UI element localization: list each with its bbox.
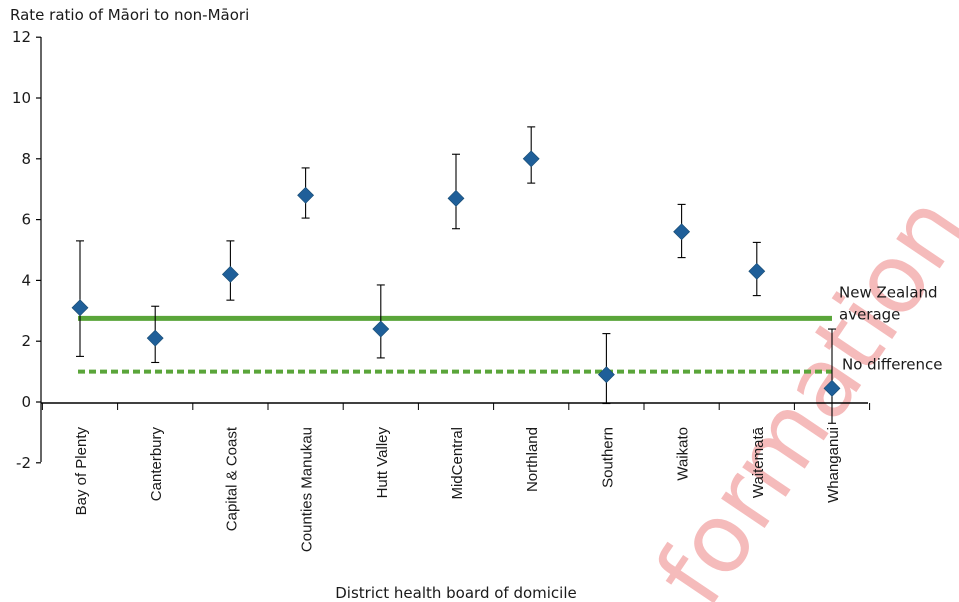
data-point-marker xyxy=(372,320,390,338)
x-category-label: Northland xyxy=(524,427,541,492)
data-point-marker xyxy=(597,366,615,384)
y-tick-label: 6 xyxy=(21,211,31,229)
y-tick-label: 0 xyxy=(21,393,31,411)
data-point-marker xyxy=(748,262,766,280)
data-point-marker xyxy=(297,186,315,204)
reference-line-label: average xyxy=(839,305,900,323)
data-point-marker xyxy=(71,299,89,317)
x-category-label: Canterbury xyxy=(148,427,165,502)
data-point-marker xyxy=(447,189,465,207)
x-category-label: Waitematā xyxy=(750,426,767,498)
y-axis-title: Rate ratio of Māori to non-Māori xyxy=(10,6,249,24)
y-tick-label: -2 xyxy=(16,454,31,472)
x-category-label: Capital & Coast xyxy=(223,426,240,531)
data-point-marker xyxy=(522,150,540,168)
y-tick-label: 8 xyxy=(21,150,31,168)
x-category-label: Counties Manukau xyxy=(299,427,316,552)
reference-line-label: New Zealand xyxy=(839,283,938,301)
y-tick-label: 12 xyxy=(12,28,31,46)
y-tick-label: 10 xyxy=(12,89,31,107)
data-point-marker xyxy=(146,329,164,347)
data-point-marker xyxy=(673,223,691,241)
y-tick-label: 2 xyxy=(21,332,31,350)
x-category-label: MidCentral xyxy=(449,427,466,500)
x-category-label: Southern xyxy=(599,427,616,488)
x-category-label: Bay of Plenty xyxy=(73,427,90,516)
x-category-label: Hutt Valley xyxy=(374,427,391,499)
watermark-text: formation xyxy=(634,175,959,602)
y-tick-label: 4 xyxy=(21,271,31,289)
x-category-label: Waikato xyxy=(675,427,692,481)
data-point-marker xyxy=(823,379,841,397)
x-axis-title: District health board of domicile xyxy=(335,584,577,602)
x-category-label: Whanganui xyxy=(825,427,842,503)
data-point-marker xyxy=(221,265,239,283)
reference-line-label: No difference xyxy=(842,356,942,374)
